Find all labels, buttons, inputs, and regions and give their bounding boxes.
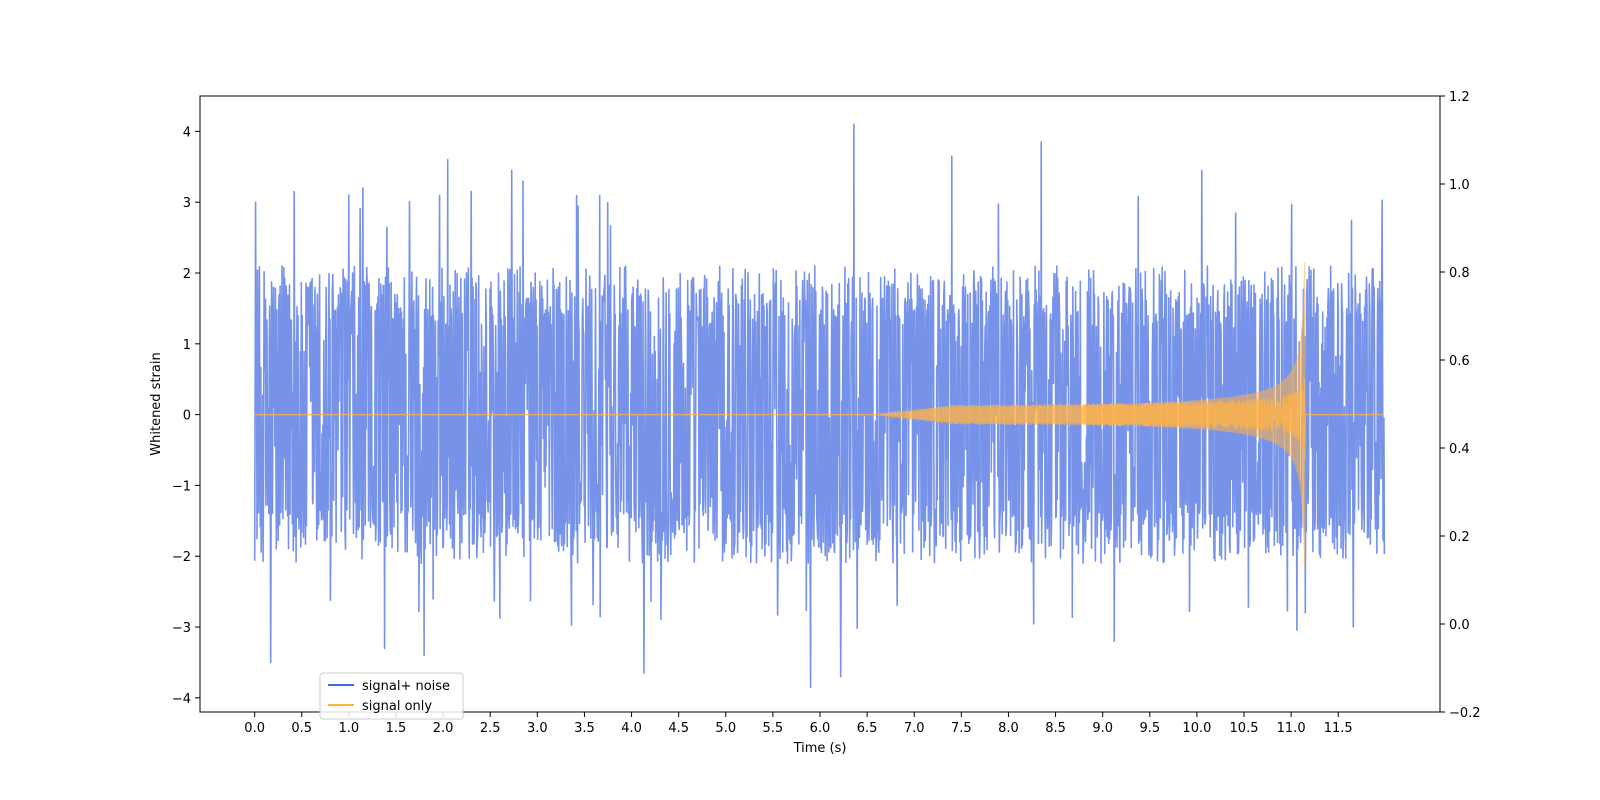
- y2-tick-label: 0.8: [1449, 266, 1470, 281]
- x-tick-label: 1.0: [339, 721, 360, 736]
- y2-tick-label: 0.2: [1449, 530, 1470, 545]
- x-tick-label: 7.0: [904, 721, 925, 736]
- x-tick-label: 10.5: [1230, 721, 1259, 736]
- legend-label-signal-noise: signal+ noise: [362, 679, 450, 694]
- y-tick-label: 0: [183, 409, 191, 424]
- y-tick-label: 4: [183, 125, 191, 140]
- x-tick-label: 4.0: [621, 721, 642, 736]
- series-signal-noise-line: [253, 123, 1386, 688]
- x-tick-label: 11.5: [1324, 721, 1353, 736]
- x-tick-label: 1.5: [386, 721, 407, 736]
- y-tick-label: 2: [183, 267, 191, 282]
- x-tick-label: 10.0: [1182, 721, 1211, 736]
- y-tick-label: −4: [172, 692, 191, 707]
- y-tick-label: 3: [183, 196, 191, 211]
- legend: signal+ noise signal only: [319, 672, 464, 720]
- y-tick-label: 1: [183, 338, 191, 353]
- x-axis-label: Time (s): [793, 741, 847, 756]
- y2-tick-label: −0.2: [1449, 706, 1481, 721]
- y-tick-label: −2: [172, 550, 191, 565]
- x-tick-label: 6.0: [810, 721, 831, 736]
- y-axis-label: Whitened strain: [149, 352, 164, 455]
- x-tick-label: 4.5: [668, 721, 689, 736]
- x-tick-label: 2.5: [480, 721, 501, 736]
- x-tick-label: 8.5: [1045, 721, 1066, 736]
- x-tick-label: 0.5: [291, 721, 312, 736]
- x-tick-label: 9.0: [1092, 721, 1113, 736]
- y2-tick-label: 1.0: [1449, 178, 1470, 193]
- y-axis-left: −4 −3 −2 −1 0 1 2 3 4: [172, 125, 200, 707]
- y-axis-right: −0.2 0.0 0.2 0.4 0.6 0.8 1.0 1.2: [1440, 90, 1481, 721]
- y2-tick-label: 1.2: [1449, 90, 1470, 105]
- noise-series: [253, 123, 1386, 688]
- x-tick-label: 11.0: [1277, 721, 1306, 736]
- x-tick-label: 3.5: [574, 721, 595, 736]
- x-tick-label: 0.0: [244, 721, 265, 736]
- x-tick-label: 7.5: [951, 721, 972, 736]
- series-signal-only-envelope: [1083, 262, 1306, 567]
- legend-label-signal-only: signal only: [362, 699, 432, 714]
- y-tick-label: −3: [172, 621, 191, 636]
- x-tick-label: 9.5: [1139, 721, 1160, 736]
- signal-series: [254, 262, 1385, 567]
- x-tick-label: 6.5: [857, 721, 878, 736]
- y2-tick-label: 0.6: [1449, 354, 1470, 369]
- x-tick-label: 3.0: [527, 721, 548, 736]
- x-tick-label: 8.0: [998, 721, 1019, 736]
- x-axis: 0.0 0.5 1.0 1.5 2.0 2.5 3.0 3.5 4.0 4.5 5.0 5.5 6.0 6…: [244, 712, 1353, 736]
- y2-tick-label: 0.4: [1449, 442, 1470, 457]
- legend-box: [319, 672, 464, 720]
- y-tick-label: −1: [172, 479, 191, 494]
- x-tick-label: 5.5: [763, 721, 784, 736]
- y2-tick-label: 0.0: [1449, 618, 1470, 633]
- x-tick-label: 2.0: [433, 721, 454, 736]
- x-tick-label: 5.0: [715, 721, 736, 736]
